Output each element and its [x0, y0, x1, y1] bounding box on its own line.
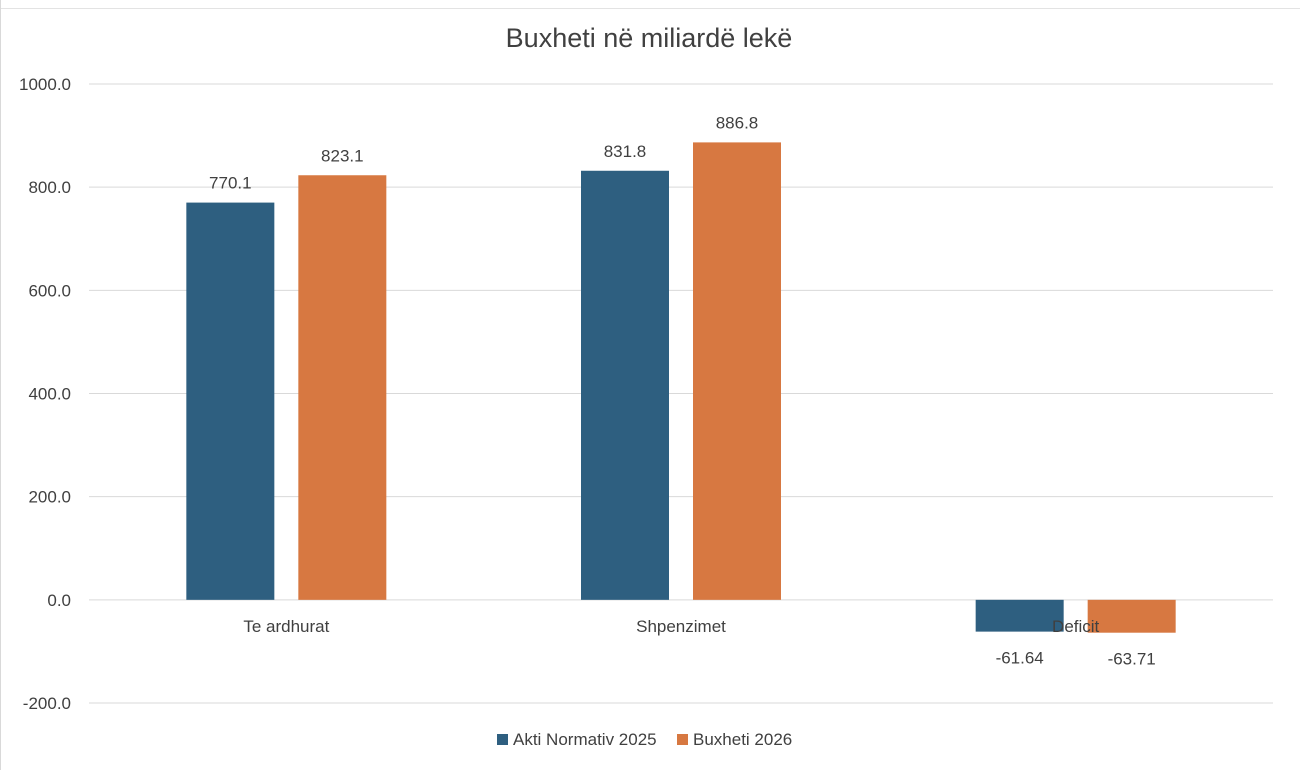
bar: [693, 142, 781, 600]
category-labels: Te ardhurat Shpenzimet Deficit: [243, 617, 1099, 636]
bar: [298, 175, 387, 600]
data-label: -63.71: [1108, 650, 1156, 669]
data-label: 770.1: [209, 174, 252, 193]
legend-label: Akti Normativ 2025: [513, 730, 657, 749]
data-label: 823.1: [321, 146, 364, 165]
spreadsheet-grid-edge: [1, 0, 1300, 9]
data-label: 831.8: [604, 142, 647, 161]
bar: [1087, 599, 1176, 633]
y-tick-label: 1000.0: [19, 75, 71, 94]
y-axis-tick-labels: 1000.0 800.0 600.0 400.0 200.0 0.0 -200.0: [19, 75, 71, 713]
legend-swatch: [677, 734, 688, 745]
category-label: Shpenzimet: [636, 617, 726, 636]
y-tick-label: 600.0: [28, 281, 71, 300]
category-label: Deficit: [1052, 617, 1100, 636]
bars: [186, 142, 1176, 633]
y-tick-label: -200.0: [23, 694, 71, 713]
chart-title: Buxheti në miliardë lekë: [506, 23, 793, 53]
bar: [581, 170, 669, 600]
y-tick-label: 800.0: [28, 178, 71, 197]
y-tick-label: 400.0: [28, 385, 71, 404]
bar: [186, 202, 275, 600]
legend: Akti Normativ 2025 Buxheti 2026: [497, 730, 792, 749]
y-tick-label: 0.0: [47, 591, 71, 610]
legend-label: Buxheti 2026: [693, 730, 792, 749]
category-label: Te ardhurat: [243, 617, 329, 636]
bar: [975, 599, 1064, 632]
data-label: 886.8: [716, 113, 759, 132]
y-tick-label: 200.0: [28, 488, 71, 507]
data-labels: 770.1 823.1 831.8 886.8 -61.64 -63.71: [209, 113, 1156, 668]
legend-swatch: [497, 734, 508, 745]
data-label: -61.64: [996, 649, 1044, 668]
gridlines: [89, 83, 1273, 704]
